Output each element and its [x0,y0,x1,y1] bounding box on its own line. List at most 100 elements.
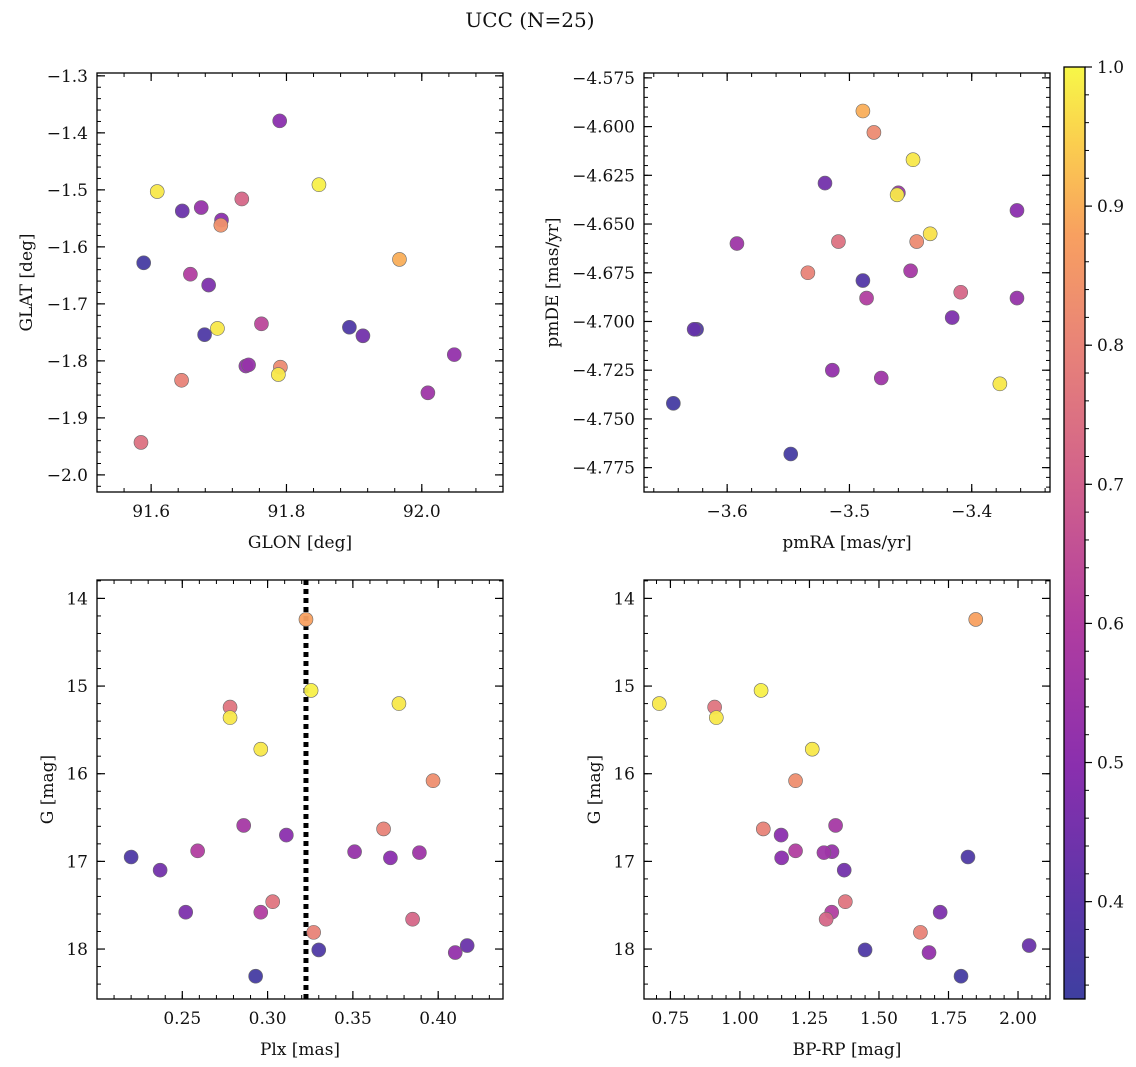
data-point [651,696,667,711]
data-point [183,266,198,282]
data-point [960,849,976,865]
data-point [178,904,194,920]
data-point [311,177,327,193]
x-tick-label: 92.0 [403,502,441,522]
data-point [905,152,921,168]
data-point [279,827,294,843]
data-point [921,945,937,960]
data-point [686,321,702,337]
data-point [836,862,852,878]
x-tick-label: 0.25 [163,1009,201,1029]
data-point [992,376,1008,392]
data-point [248,968,263,984]
x-tick-label: 0.35 [334,1009,372,1029]
y-tick-label: −1.9 [47,409,88,429]
x-tick-label: −3.4 [951,502,992,522]
x-tick-label: 1.50 [860,1009,898,1029]
data-point [817,175,833,191]
y-tick-label: −4.725 [572,361,635,381]
axes-frame [96,72,504,493]
data-point [838,894,853,910]
data-point [709,710,724,725]
data-point [405,911,420,927]
data-point [123,849,139,865]
data-point [234,191,250,207]
data-point [889,187,905,203]
data-point [828,818,843,833]
data-point [303,683,319,698]
x-tick-label: −3.6 [707,502,748,522]
y-tick-label: 17 [66,852,88,872]
data-point [193,200,209,215]
y-tick-label: 18 [613,940,635,960]
y-tick-label: −4.625 [572,166,635,186]
data-point [753,683,769,698]
data-point [306,925,321,940]
y-tick-label: −4.600 [572,118,635,138]
data-point [953,968,969,984]
x-tick-label: 91.6 [132,502,170,522]
data-point [913,925,928,940]
data-point [272,113,288,129]
data-point [773,827,789,843]
x-tick-label: 1.00 [721,1009,759,1029]
data-point [392,252,407,267]
data-point [446,347,462,362]
colorbar-tick-label: 0.6 [1097,614,1124,634]
data-point [391,696,407,711]
colorbar: 0.4 0.5 0.6 0.7 0.8 0.9 1.0 [1063,58,1124,1000]
colorbar-gradient [1064,67,1085,999]
data-point [1009,203,1025,218]
axes-frame [643,579,1051,1000]
data-point [1009,290,1025,306]
data-point [859,290,874,306]
data-point [932,904,948,920]
data-point [271,367,286,382]
data-point [818,911,834,927]
y-tick-label: 15 [613,677,635,697]
data-point [311,942,327,958]
x-axis-label: BP-RP [mag] [793,1040,902,1060]
data-point [133,435,149,450]
data-point [197,327,212,342]
y-axis-label: G [mag] [585,755,605,824]
x-tick-label: 2.00 [999,1009,1037,1029]
y-axis-label: G [mag] [38,755,58,824]
data-point [866,125,882,140]
colorbar-tick-label: 0.9 [1097,197,1124,217]
y-tick-label: −4.675 [572,264,635,284]
data-point [873,370,889,386]
data-point [783,446,799,462]
data-point [903,263,918,279]
data-point [788,843,803,859]
data-point [855,103,871,119]
y-axis-label: pmDE [mas/yr] [543,217,563,347]
data-point [857,942,873,958]
data-point [136,255,151,271]
data-point [425,773,441,789]
data-point [825,362,840,378]
data-point [213,217,229,233]
data-point [201,277,216,293]
panel-glon_glat: 91.6 91.8 92.0 −2.0 −1.9 −1.8 −1.7 −1.6 −1.5 −1.4… [17,67,504,553]
data-point [953,284,969,300]
data-point [412,845,427,860]
data-point [804,741,820,757]
data-point [420,385,436,401]
y-tick-label: 18 [66,940,88,960]
data-point [376,821,391,837]
panel-pmra_pmde: −3.6 −3.5 −3.4 −4.775 −4.750 −4.725 −4.700 −4.6… [543,69,1051,553]
colorbar-tick-label: 1.0 [1097,58,1124,78]
data-point [174,203,190,219]
data-point [241,357,256,373]
y-tick-label: −1.5 [47,181,88,201]
colorbar-tick-label: 0.7 [1097,475,1124,495]
y-tick-label: −4.750 [572,410,635,430]
y-tick-label: 14 [613,589,635,609]
y-tick-label: −4.575 [572,69,635,89]
figure-title: UCC (N=25) [465,8,594,32]
data-point [210,321,225,336]
colorbar-frame [1063,66,1086,1000]
data-point [944,310,960,325]
y-tick-label: −1.6 [47,238,88,258]
